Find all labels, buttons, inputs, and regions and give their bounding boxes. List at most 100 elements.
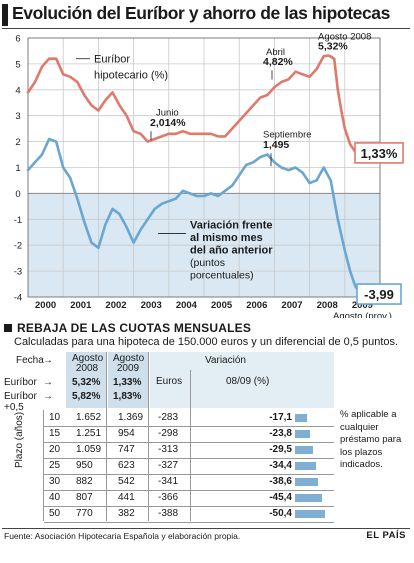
variation-legend-label: al mismo mes xyxy=(190,232,263,244)
section-title-text: REBAJA DE LAS CUOTAS MENSUALES xyxy=(17,321,252,335)
plazo-label: Plazo (años) xyxy=(14,411,25,468)
y-tick-label: -4 xyxy=(14,293,22,304)
row-years: 50 xyxy=(49,508,61,519)
variation-legend-label: porcentuales) xyxy=(190,269,254,281)
x-tick-label: 2008 xyxy=(317,300,338,311)
x-tick-label: 2007 xyxy=(281,300,302,311)
euribor-legend-label: hipotecario (%) xyxy=(94,69,168,81)
col-b-bg xyxy=(108,352,148,408)
row-cuota-2009: 623 xyxy=(118,460,135,471)
annotation-abril-label: Abril xyxy=(266,47,285,58)
latest-euribor-box xyxy=(354,142,404,164)
x-tick-label: 2006 xyxy=(246,300,267,311)
col-b-header: Agosto 2009 xyxy=(113,353,145,374)
row-euros: -341 xyxy=(158,476,179,487)
footer-rule xyxy=(2,528,410,529)
x-tick-label: 2003 xyxy=(141,300,162,311)
table-note: % aplicable a cualquier préstamo para lo… xyxy=(340,409,402,470)
chart-axes: 6 5 4 3 2 1 0 -1 -2 -3 -4 2000 2001 2002 2003 2004 2005 2… xyxy=(14,34,373,312)
row-years: 15 xyxy=(49,428,61,439)
y-tick-label: 4 xyxy=(15,85,20,96)
variation-legend-label: del año anterior xyxy=(190,244,273,256)
brand-logo: EL PAÍS xyxy=(366,530,406,541)
row-cuota-2009: 1.369 xyxy=(118,412,144,423)
euribor-chart: 6 5 4 3 2 1 0 -1 -2 -3 -4 2000 2001 2002 2003 2004 2005 2… xyxy=(14,31,404,318)
row-cuota-2008: 1.251 xyxy=(76,428,102,439)
row-divider xyxy=(44,522,334,523)
variation-header: Variación xyxy=(205,355,246,366)
row-cuota-2008: 770 xyxy=(76,508,93,519)
payments-table: Fecha → Agosto 2008 Agosto 2009 Variació… xyxy=(0,350,414,526)
plot-frame xyxy=(27,37,381,298)
row-pct-bar xyxy=(295,478,319,486)
row-euros: -388 xyxy=(158,508,179,519)
plus-a: 5,82% xyxy=(72,391,101,402)
y-tick-label: -1 xyxy=(14,215,22,226)
row-cuota-2009: 747 xyxy=(118,444,135,455)
row-cuota-2008: 1.059 xyxy=(76,444,102,455)
y-tick-label: 3 xyxy=(15,111,20,122)
row-pct-bar xyxy=(295,494,323,502)
row-pct-bar xyxy=(295,462,317,470)
row-pct: -34,4 xyxy=(269,460,292,471)
row-cuota-2008: 807 xyxy=(76,492,93,503)
col-a-header: Agosto 2008 xyxy=(72,353,104,374)
x-tick-label: 2000 xyxy=(35,300,56,311)
annotation-junio-value: 2,014% xyxy=(150,117,186,129)
row-euros: -298 xyxy=(158,428,179,439)
row-euros: -313 xyxy=(158,444,179,455)
annotation-abril-value: 4,82% xyxy=(263,56,293,68)
y-tick-label: -3 xyxy=(14,267,22,278)
euribor-plus-arrow: → xyxy=(43,391,53,402)
row-pct-bar xyxy=(295,430,311,438)
divider xyxy=(148,352,149,521)
variation-line xyxy=(26,137,367,299)
euribor-label: Euríbor xyxy=(4,377,37,388)
row-pct: -23,8 xyxy=(269,428,292,439)
row-pct: -17,1 xyxy=(269,412,292,423)
section-subtitle: Calculadas para una hipoteca de 150.000 … xyxy=(14,336,399,348)
x-tick-label: 2004 xyxy=(176,300,198,311)
row-cuota-2009: 382 xyxy=(118,508,135,519)
euribor-legend-label: Euríbor xyxy=(94,54,130,66)
title-accent xyxy=(2,4,8,26)
row-cuota-2008: 1.652 xyxy=(76,412,102,423)
row-cuota-2008: 950 xyxy=(76,460,93,471)
chart-grid xyxy=(27,37,381,298)
row-years: 25 xyxy=(49,460,61,471)
x-end-label: Agosto (prov.) xyxy=(333,311,392,318)
row-divider xyxy=(44,458,334,459)
annotation-septiembre-value: 1,495 xyxy=(263,139,289,151)
row-pct: -50,4 xyxy=(269,508,292,519)
chart-series xyxy=(26,54,367,299)
pct-header: 08/09 (%) xyxy=(226,376,270,387)
source-note: Fuente: Asociación Hipotecaria Española … xyxy=(4,531,241,541)
variation-legend-label: Variación frente xyxy=(190,219,273,231)
row-euros: -327 xyxy=(158,460,179,471)
row-years: 20 xyxy=(49,444,61,455)
variation-legend-label: (puntos xyxy=(190,257,225,269)
row-divider xyxy=(44,490,334,491)
y-tick-label: 6 xyxy=(15,34,20,45)
fecha-label: Fecha xyxy=(16,355,44,366)
row-cuota-2009: 542 xyxy=(118,476,135,487)
row-pct: -45,4 xyxy=(269,492,292,503)
euribor-line xyxy=(26,54,367,161)
y-tick-label: 5 xyxy=(15,59,20,70)
divider xyxy=(43,410,44,521)
euribor-a: 5,32% xyxy=(72,377,101,388)
row-divider xyxy=(44,474,334,475)
y-tick-label: -2 xyxy=(14,241,22,252)
latest-euribor-value: 1,33% xyxy=(361,146,398,161)
fecha-arrow: → xyxy=(43,355,53,366)
x-tick-label: 2005 xyxy=(211,300,233,311)
row-pct-bar xyxy=(295,414,307,422)
row-divider xyxy=(44,442,334,443)
x-tick-label: 2009 xyxy=(352,300,373,311)
row-euros: -366 xyxy=(158,492,179,503)
page-title: Evolución del Euríbor y ahorro de las hi… xyxy=(12,3,390,23)
row-euros: -283 xyxy=(158,412,179,423)
euros-header: Euros xyxy=(156,376,183,387)
plus-b: 1,83% xyxy=(113,391,142,402)
